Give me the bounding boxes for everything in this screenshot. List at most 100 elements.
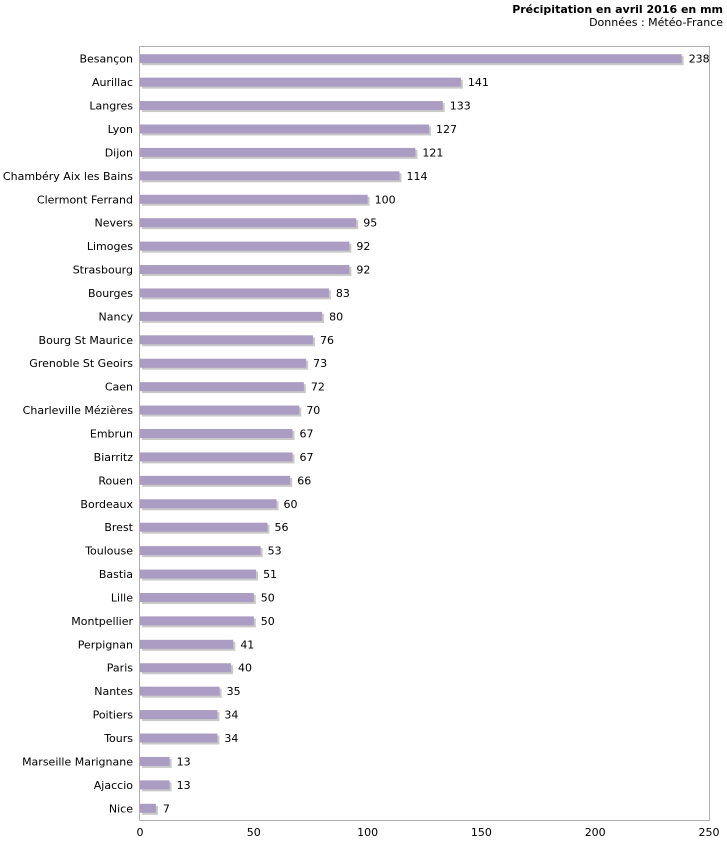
category-label: Nice	[109, 802, 133, 815]
data-label: 34	[224, 709, 238, 722]
x-tick-label: 100	[357, 826, 378, 839]
bar	[140, 54, 682, 64]
bar	[140, 171, 400, 181]
data-label: 92	[356, 240, 370, 253]
bar	[140, 405, 300, 415]
category-label: Nevers	[94, 217, 133, 230]
data-label: 13	[177, 779, 191, 792]
category-label: Aurillac	[92, 76, 133, 89]
bar	[140, 311, 323, 321]
data-label: 92	[356, 264, 370, 277]
category-label: Strasbourg	[73, 264, 133, 277]
bar	[140, 475, 291, 485]
category-label: Lille	[111, 591, 133, 604]
bar	[140, 569, 257, 579]
category-label: Ajaccio	[94, 779, 133, 792]
bar	[140, 241, 350, 251]
data-label: 127	[436, 123, 457, 136]
category-label: Chambéry Aix les Bains	[3, 170, 133, 183]
data-label: 53	[268, 545, 282, 558]
bar	[140, 686, 220, 696]
data-label: 76	[320, 334, 334, 347]
category-label: Poitiers	[93, 709, 134, 722]
data-label: 50	[261, 591, 275, 604]
data-label: 238	[689, 53, 710, 66]
bar	[140, 288, 329, 298]
bar	[140, 335, 313, 345]
bar	[140, 780, 170, 790]
bar	[140, 124, 430, 134]
category-label: Rouen	[98, 474, 133, 487]
category-label: Tours	[103, 732, 133, 745]
data-label: 133	[450, 100, 471, 113]
category-label: Embrun	[90, 428, 133, 441]
x-tick-label: 0	[137, 826, 144, 839]
x-tick-label: 200	[585, 826, 606, 839]
data-label: 72	[311, 381, 325, 394]
category-label: Limoges	[87, 240, 133, 253]
data-label: 121	[422, 146, 443, 159]
bar	[140, 639, 234, 649]
data-label: 95	[363, 217, 377, 230]
data-label: 13	[177, 755, 191, 768]
data-label: 80	[329, 310, 343, 323]
category-label: Besançon	[79, 53, 133, 66]
bar	[140, 733, 218, 743]
bar	[140, 265, 350, 275]
category-label: Paris	[107, 662, 133, 675]
data-label: 35	[227, 685, 241, 698]
category-label: Brest	[104, 521, 133, 534]
category-label: Lyon	[108, 123, 133, 136]
bar	[140, 663, 232, 673]
data-label: 114	[406, 170, 427, 183]
category-label: Charleville Mézières	[23, 404, 134, 417]
category-label: Bourg St Maurice	[39, 334, 134, 347]
data-label: 60	[284, 498, 298, 511]
bar	[140, 452, 293, 462]
category-label: Toulouse	[84, 545, 133, 558]
bar	[140, 194, 368, 204]
data-label: 41	[240, 638, 254, 651]
bar	[140, 710, 218, 720]
data-label: 67	[299, 428, 313, 441]
category-label: Grenoble St Geoirs	[29, 357, 133, 370]
category-label: Bordeaux	[80, 498, 133, 511]
bar	[140, 756, 170, 766]
bar	[140, 499, 277, 509]
x-tick-label: 50	[247, 826, 261, 839]
bar	[140, 803, 156, 813]
bar	[140, 101, 443, 111]
data-label: 100	[375, 193, 396, 206]
data-label: 40	[238, 662, 252, 675]
bar	[140, 218, 357, 228]
x-tick-label: 150	[471, 826, 492, 839]
data-label: 73	[313, 357, 327, 370]
bar	[140, 592, 254, 602]
data-label: 70	[306, 404, 320, 417]
data-label: 56	[274, 521, 288, 534]
x-tick-label: 250	[699, 826, 720, 839]
data-label: 67	[299, 451, 313, 464]
category-label: Montpellier	[71, 615, 133, 628]
data-label: 66	[297, 474, 311, 487]
bar	[140, 147, 416, 157]
bar	[140, 522, 268, 532]
data-label: 83	[336, 287, 350, 300]
category-label: Perpignan	[78, 638, 133, 651]
category-label: Biarritz	[94, 451, 134, 464]
category-label: Dijon	[105, 146, 133, 159]
category-label: Marseille Marignane	[22, 755, 133, 768]
data-label: 51	[263, 568, 277, 581]
category-label: Clermont Ferrand	[37, 193, 133, 206]
data-label: 50	[261, 615, 275, 628]
bar	[140, 616, 254, 626]
data-label: 141	[468, 76, 489, 89]
chart-title: Précipitation en avril 2016 en mm	[512, 3, 723, 16]
bar	[140, 77, 461, 87]
bar	[140, 358, 307, 368]
chart-subtitle: Données : Météo-France	[589, 16, 723, 29]
data-label: 7	[163, 802, 170, 815]
data-label: 34	[224, 732, 238, 745]
bar	[140, 546, 261, 556]
category-label: Bastia	[99, 568, 133, 581]
